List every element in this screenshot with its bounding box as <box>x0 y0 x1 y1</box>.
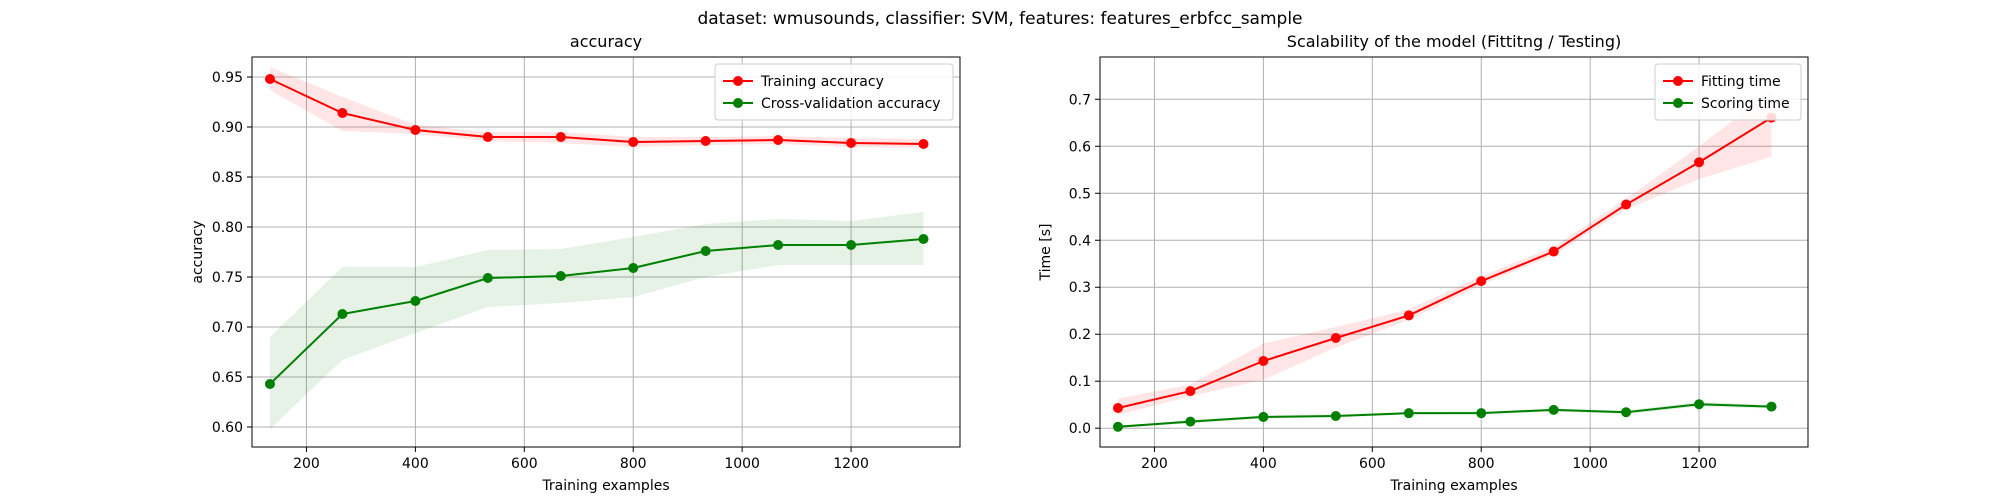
y-axis-label: Time [s] <box>1038 224 1054 282</box>
axes-frame <box>251 56 961 448</box>
y-tick-label: 0.2 <box>1069 327 1091 343</box>
chart-title: accuracy <box>570 32 642 51</box>
data-point <box>628 263 639 273</box>
series-band-0 <box>269 67 924 148</box>
chart-panel-0: 200 400 600 800 1000 1200 0.60 0.65 0.70 0.75 0.80… <box>190 32 961 494</box>
data-point <box>1766 401 1777 412</box>
x-tick-label: 800 <box>1468 456 1495 472</box>
legend-marker <box>1673 98 1683 108</box>
y-tick-label: 0.85 <box>212 170 243 186</box>
x-axis-label: Training examples <box>541 478 669 494</box>
data-point <box>1330 332 1341 343</box>
x-tick-label: 1000 <box>724 456 760 472</box>
x-tick-label: 600 <box>511 456 538 472</box>
data-point <box>1330 410 1341 421</box>
x-tick-label: 1000 <box>1572 456 1608 472</box>
data-point <box>264 379 275 389</box>
data-point <box>773 135 784 145</box>
data-point <box>846 240 857 250</box>
x-tick-label: 1200 <box>833 456 869 472</box>
data-point <box>1258 356 1269 367</box>
y-tick-label: 0.6 <box>1069 139 1091 155</box>
data-point <box>1694 157 1705 168</box>
x-tick-label: 1200 <box>1681 456 1717 472</box>
data-point <box>1548 404 1559 415</box>
data-point <box>918 234 929 244</box>
legend: Fitting time Scoring time <box>1654 63 1802 121</box>
y-tick-label: 0.5 <box>1069 186 1091 202</box>
chart-title: Scalability of the model (Fittitng / Tes… <box>1287 32 1621 51</box>
data-point <box>628 137 639 147</box>
data-point <box>1548 246 1559 257</box>
y-tick-label: 0.4 <box>1069 233 1091 249</box>
x-tick-label: 400 <box>402 456 429 472</box>
data-point <box>1185 416 1196 427</box>
data-point <box>700 246 711 256</box>
data-point <box>1476 276 1487 287</box>
x-tick-label: 200 <box>293 456 320 472</box>
x-tick-label: 200 <box>1141 456 1168 472</box>
figure-suptitle: dataset: wmusounds, classifier: SVM, fea… <box>697 9 1302 29</box>
x-tick-label: 600 <box>1359 456 1386 472</box>
series-line-1 <box>1117 403 1772 428</box>
data-point <box>1476 408 1487 419</box>
data-point <box>264 74 275 84</box>
data-point <box>1403 408 1414 419</box>
series-line-1 <box>269 238 924 385</box>
data-point <box>555 271 566 281</box>
chart-panel-1: 200 400 600 800 1000 1200 0.0 0.1 0.2 0.3 0.4 0.5 0.… <box>1038 32 1809 494</box>
series-line-0 <box>269 78 924 145</box>
data-point <box>773 240 784 250</box>
y-tick-label: 0.95 <box>212 70 243 86</box>
series-band-1 <box>269 212 924 429</box>
y-tick-label: 0.80 <box>212 220 243 236</box>
legend: Training accuracy Cross-validation accura… <box>714 63 954 121</box>
data-point <box>1185 386 1196 397</box>
legend-marker <box>1673 76 1683 86</box>
legend-label: Cross-validation accuracy <box>761 96 941 112</box>
y-tick-label: 0.1 <box>1069 374 1091 390</box>
data-point <box>1112 403 1123 413</box>
data-point <box>846 138 857 148</box>
data-point <box>482 132 493 142</box>
y-tick-label: 0.3 <box>1069 280 1091 296</box>
data-point <box>1403 310 1414 321</box>
y-tick-label: 0.7 <box>1069 92 1091 108</box>
data-point <box>1694 399 1705 410</box>
legend-label: Training accuracy <box>760 74 884 90</box>
axes-frame <box>1099 56 1809 448</box>
data-point <box>1112 421 1123 432</box>
legend-box <box>1654 63 1802 121</box>
legend-marker <box>733 98 743 108</box>
y-tick-label: 0.0 <box>1069 421 1091 437</box>
data-point <box>1621 407 1632 418</box>
data-point <box>410 125 421 135</box>
data-point <box>337 108 348 118</box>
y-tick-label: 0.90 <box>212 120 243 136</box>
x-tick-label: 800 <box>620 456 647 472</box>
legend-label: Scoring time <box>1701 96 1790 112</box>
y-tick-label: 0.65 <box>212 370 243 386</box>
legend-box <box>714 63 954 121</box>
data-point <box>1258 411 1269 422</box>
data-point <box>700 136 711 146</box>
y-axis-label: accuracy <box>190 220 206 283</box>
data-point <box>1621 199 1632 210</box>
legend-marker <box>733 76 743 86</box>
x-axis-label: Training examples <box>1389 478 1517 494</box>
data-point <box>337 309 348 319</box>
legend-label: Fitting time <box>1701 74 1781 90</box>
y-tick-label: 0.70 <box>212 320 243 336</box>
data-point <box>410 296 421 306</box>
data-point <box>482 273 493 283</box>
data-point <box>918 139 929 149</box>
x-tick-label: 400 <box>1250 456 1277 472</box>
y-tick-label: 0.75 <box>212 270 243 286</box>
series-line-0 <box>1117 116 1773 409</box>
y-tick-label: 0.60 <box>212 420 243 436</box>
data-point <box>555 132 566 142</box>
